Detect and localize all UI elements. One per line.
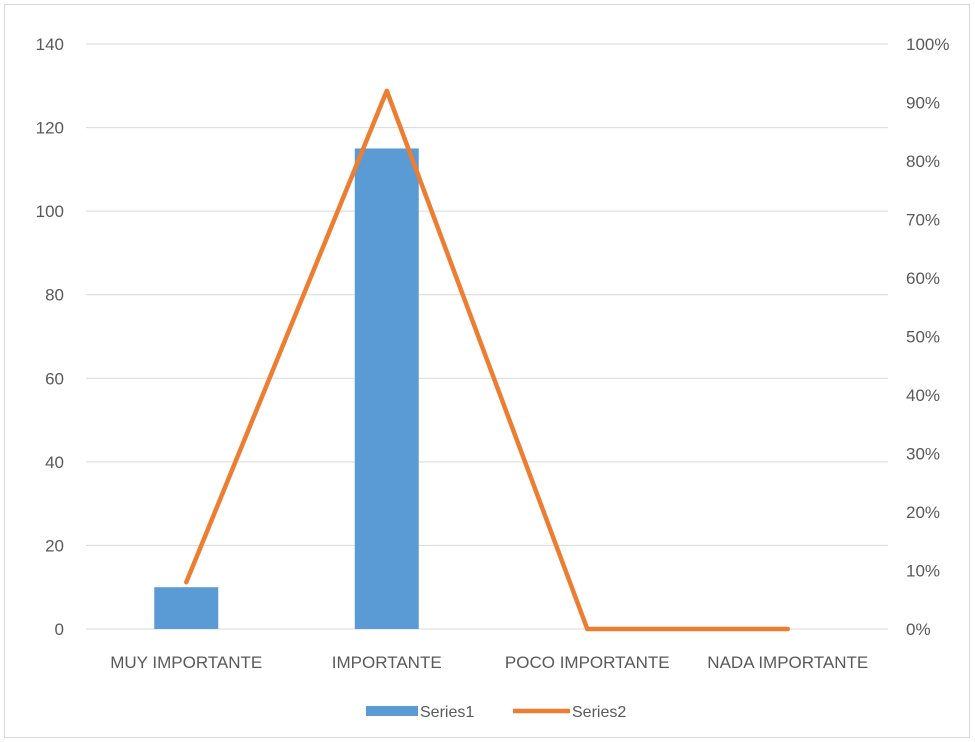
legend-label-series1: Series1 (420, 704, 474, 721)
right-tick-label: 80% (906, 152, 940, 171)
left-tick-label: 60 (45, 369, 64, 388)
right-tick-label: 90% (906, 94, 940, 113)
left-tick-label: 120 (36, 119, 64, 138)
right-tick-label: 10% (906, 562, 940, 581)
right-axis-ticks: 0% 10% 20% 30% 40% 50% 60% 70% 80% 90% 100% (906, 35, 949, 639)
bar-series (154, 148, 419, 629)
right-tick-label: 60% (906, 269, 940, 288)
right-tick-label: 50% (906, 328, 940, 347)
legend-swatch-series1 (366, 706, 418, 716)
right-tick-label: 40% (906, 386, 940, 405)
legend: Series1 Series2 (366, 704, 626, 721)
bar (354, 148, 419, 629)
right-tick-label: 20% (906, 503, 940, 522)
gridlines (86, 43, 888, 630)
category-label: NADA IMPORTANTE (707, 653, 868, 672)
left-axis-ticks: 0 20 40 60 80 100 120 140 (36, 35, 64, 639)
left-tick-label: 80 (45, 286, 64, 305)
line-series (184, 88, 791, 632)
category-labels: MUY IMPORTANTE IMPORTANTE POCO IMPORTANTE N… (110, 653, 868, 672)
right-tick-label: 70% (906, 211, 940, 230)
legend-label-series2: Series2 (572, 704, 626, 721)
right-tick-label: 0% (906, 620, 931, 639)
category-label: POCO IMPORTANTE (505, 653, 670, 672)
left-tick-label: 140 (36, 35, 64, 54)
category-label: IMPORTANTE (332, 653, 442, 672)
right-tick-label: 30% (906, 445, 940, 464)
left-tick-label: 20 (45, 536, 64, 555)
left-tick-label: 40 (45, 453, 64, 472)
category-label: MUY IMPORTANTE (110, 653, 262, 672)
series2-line (184, 88, 791, 632)
right-tick-label: 100% (906, 35, 949, 54)
bar (154, 587, 219, 629)
left-tick-label: 100 (36, 202, 64, 221)
left-tick-label: 0 (55, 620, 64, 639)
